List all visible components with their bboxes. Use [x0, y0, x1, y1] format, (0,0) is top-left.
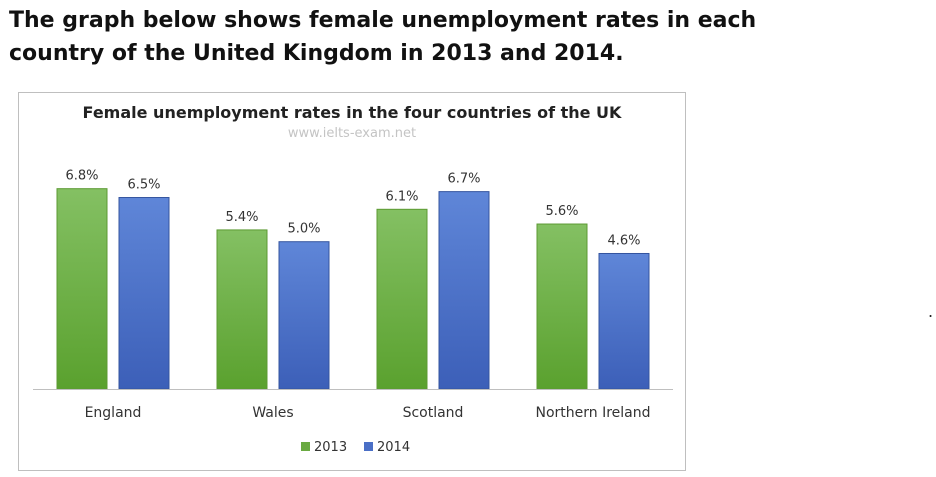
x-tick-label-3: Northern Ireland: [535, 405, 650, 421]
x-tick-label-2: Scotland: [403, 405, 464, 421]
data-label-2014-2: 6.7%: [447, 172, 480, 187]
data-label-2014-3: 4.6%: [607, 233, 640, 248]
bar-chart: Female unemployment rates in the four co…: [33, 103, 673, 455]
stray-dot: .: [928, 302, 934, 321]
data-label-2014-1: 5.0%: [287, 222, 320, 237]
data-label-2014-0: 6.5%: [127, 178, 160, 193]
legend-label-2014: 2014: [377, 440, 410, 455]
data-label-2013-3: 5.6%: [545, 204, 578, 219]
question-heading: The graph below shows female unemploymen…: [9, 4, 809, 70]
chart-watermark: www.ielts-exam.net: [288, 126, 416, 141]
data-label-2013-1: 5.4%: [225, 210, 258, 225]
chart-container: Female unemployment rates in the four co…: [18, 92, 686, 471]
legend-swatch-2013: [301, 442, 310, 451]
legend-label-2013: 2013: [314, 440, 347, 455]
x-tick-label-1: Wales: [252, 405, 293, 421]
chart-title: Female unemployment rates in the four co…: [83, 103, 623, 122]
data-label-2013-0: 6.8%: [65, 169, 98, 184]
bar-2013-1: [216, 229, 268, 390]
bar-2013-2: [376, 208, 428, 390]
bar-2013-3: [536, 223, 588, 390]
legend-swatch-2014: [364, 442, 373, 451]
data-label-2013-2: 6.1%: [385, 189, 418, 204]
bar-2014-3: [598, 252, 650, 390]
bar-2014-2: [438, 191, 490, 390]
bar-2013-0: [56, 188, 108, 390]
question-heading-line-1: The graph below shows female unemploymen…: [9, 8, 757, 33]
bar-2014-1: [278, 241, 330, 390]
x-tick-label-0: England: [85, 405, 142, 421]
question-heading-line-2: country of the United Kingdom in 2013 an…: [9, 41, 624, 66]
bar-2014-0: [118, 197, 170, 390]
